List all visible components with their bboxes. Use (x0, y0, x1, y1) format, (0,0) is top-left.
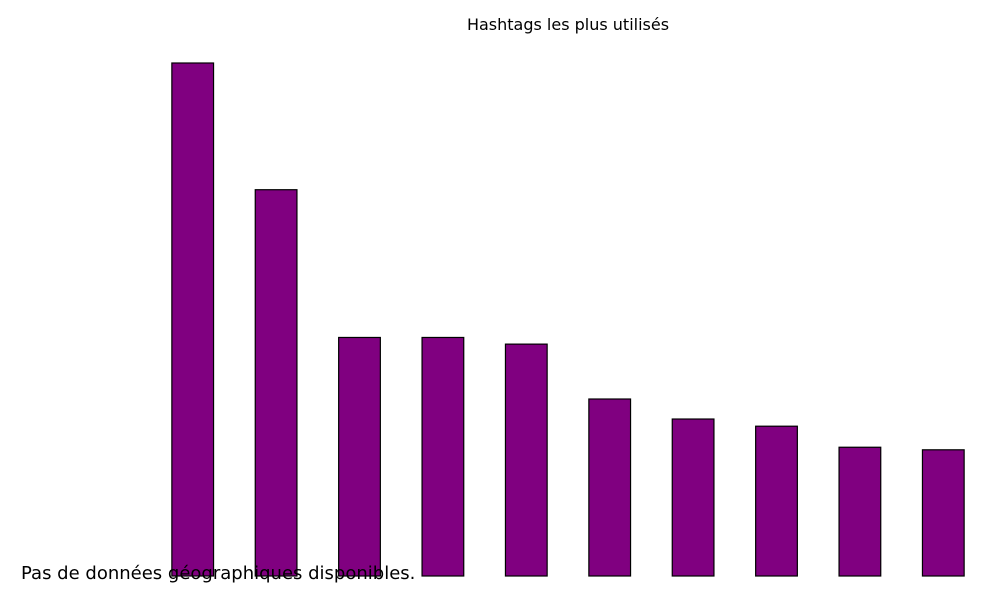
bar-2 (254, 189, 298, 577)
bar-9 (838, 446, 882, 577)
bar-8 (755, 425, 798, 577)
bar-series (171, 62, 965, 577)
bar-3 (338, 336, 381, 577)
bar-7 (671, 418, 715, 577)
chart-title: Hashtags les plus utilisés (467, 15, 669, 34)
bar-5 (504, 343, 548, 577)
bar-4 (421, 336, 465, 577)
no-geo-data-message: Pas de données géographiques disponibles… (21, 563, 416, 584)
bar-10 (921, 449, 965, 577)
bar-1 (171, 62, 215, 577)
bar-6 (588, 398, 632, 577)
